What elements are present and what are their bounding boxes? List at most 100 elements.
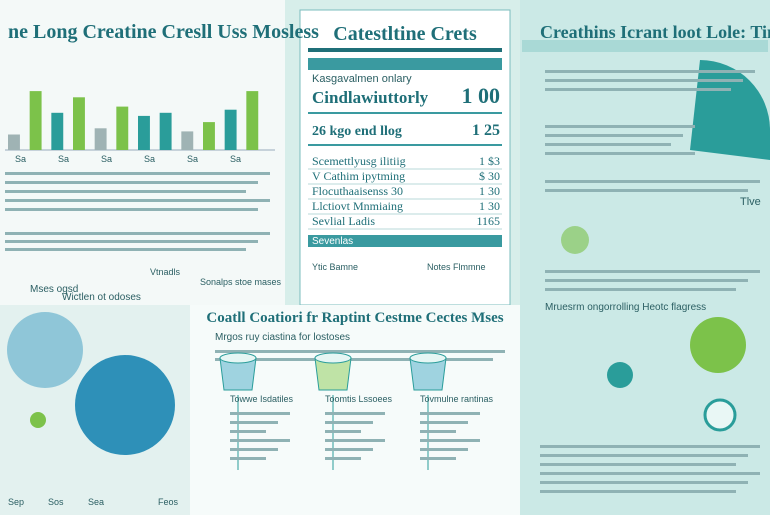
item-label: Scemettlyusg ilitiig — [312, 154, 406, 168]
left-note: Mses ogsd — [30, 284, 78, 295]
cup-label: Towwe Isdatiles — [230, 394, 294, 404]
bottom-label: Sos — [48, 497, 64, 507]
text-line — [545, 79, 743, 82]
text-line — [545, 125, 695, 128]
text-line — [325, 430, 361, 433]
text-line — [230, 421, 278, 424]
text-line — [545, 189, 748, 192]
circle — [703, 398, 737, 432]
cup-rim — [409, 352, 447, 364]
middle-panel — [190, 305, 520, 515]
item-label: Flocuthaaisenss 30 — [312, 184, 403, 198]
item-value: 1 30 — [479, 199, 500, 213]
cup-label: Toomtis Lssoees — [325, 394, 393, 404]
text-line — [545, 279, 748, 282]
facts-sub: Kasgavalmen onlary — [312, 73, 412, 85]
bar — [159, 112, 172, 150]
text-line — [420, 430, 456, 433]
text-line — [420, 439, 480, 442]
side-label: Sonalps stoe mases — [200, 277, 282, 287]
text-line — [5, 199, 270, 202]
text-line — [230, 448, 278, 451]
bar — [181, 131, 194, 150]
bar — [203, 122, 215, 150]
bar-label: Sa — [58, 154, 69, 164]
item-value: $ 30 — [479, 169, 500, 183]
fact-label: Cindlawiuttorly — [312, 88, 429, 107]
facts-section: Sevenlas — [312, 236, 353, 247]
text-line — [5, 240, 258, 243]
side-label: Vtnadls — [150, 267, 181, 277]
fact-value: 1 25 — [472, 122, 500, 139]
bar-label: Sa — [230, 154, 241, 164]
bar — [8, 134, 20, 150]
text-line — [230, 412, 290, 415]
text-line — [545, 270, 760, 273]
bottom-label: Sep — [8, 497, 24, 507]
bar-label: Sa — [187, 154, 198, 164]
text-line — [215, 358, 493, 361]
bar-label: Sa — [144, 154, 155, 164]
left-title: ne Long Creatine Cresll Uss Mosless — [8, 21, 319, 43]
item-label: Llctiovt Mnmiaing — [312, 199, 403, 213]
bar — [51, 112, 64, 150]
text-line — [230, 439, 290, 442]
circle — [30, 412, 46, 428]
fact-value: 1 00 — [462, 83, 501, 108]
bottom-label: Sea — [88, 497, 104, 507]
text-line — [545, 288, 736, 291]
text-line — [5, 232, 270, 235]
bar-label: Sa — [101, 154, 112, 164]
text-line — [420, 412, 480, 415]
bar — [246, 91, 259, 150]
item-label: V Cathim ipytming — [312, 169, 405, 183]
text-line — [230, 430, 266, 433]
right-heading: Mruesrm ongorrolling Heotc flagress — [545, 302, 706, 313]
fact-label: 26 kgo end llog — [312, 124, 402, 139]
right-pie — [690, 60, 770, 160]
text-line — [325, 421, 373, 424]
cup-label: Tovmulne rantinas — [420, 394, 494, 404]
text-line — [420, 457, 456, 460]
text-line — [540, 472, 760, 475]
bar — [73, 97, 85, 150]
bar — [94, 128, 107, 150]
text-line — [5, 190, 246, 193]
text-line — [5, 181, 258, 184]
text-line — [545, 134, 683, 137]
text-line — [545, 180, 760, 183]
text-line — [420, 448, 468, 451]
left-panel — [0, 0, 285, 305]
circle — [690, 317, 746, 373]
item-value: 1165 — [476, 214, 500, 228]
text-line — [215, 350, 505, 353]
text-line — [5, 208, 258, 211]
bar — [224, 109, 237, 150]
text-line — [325, 448, 373, 451]
bar-label: Sa — [15, 154, 26, 164]
text-line — [545, 143, 671, 146]
text-line — [420, 421, 468, 424]
facts-foot: Notes Flmmne — [427, 262, 486, 272]
text-line — [325, 412, 385, 415]
facts-band — [308, 58, 502, 70]
section-band — [308, 235, 502, 247]
middle-sub: Mrgos ruy ciastina for lostoses — [215, 332, 350, 343]
text-line — [230, 457, 266, 460]
circle — [561, 226, 589, 254]
text-line — [5, 172, 270, 175]
circle — [75, 355, 175, 455]
text-line — [325, 457, 361, 460]
item-value: 1 $3 — [479, 154, 500, 168]
right-title: Creathins Icrant loot Lole: Time — [540, 22, 770, 42]
text-line — [5, 248, 246, 251]
bar — [116, 106, 129, 150]
text-line — [545, 70, 755, 73]
cup-rim — [314, 352, 352, 364]
text-line — [325, 439, 385, 442]
text-line — [540, 463, 736, 466]
item-value: 1 30 — [479, 184, 500, 198]
text-line — [545, 152, 695, 155]
text-line — [540, 454, 748, 457]
